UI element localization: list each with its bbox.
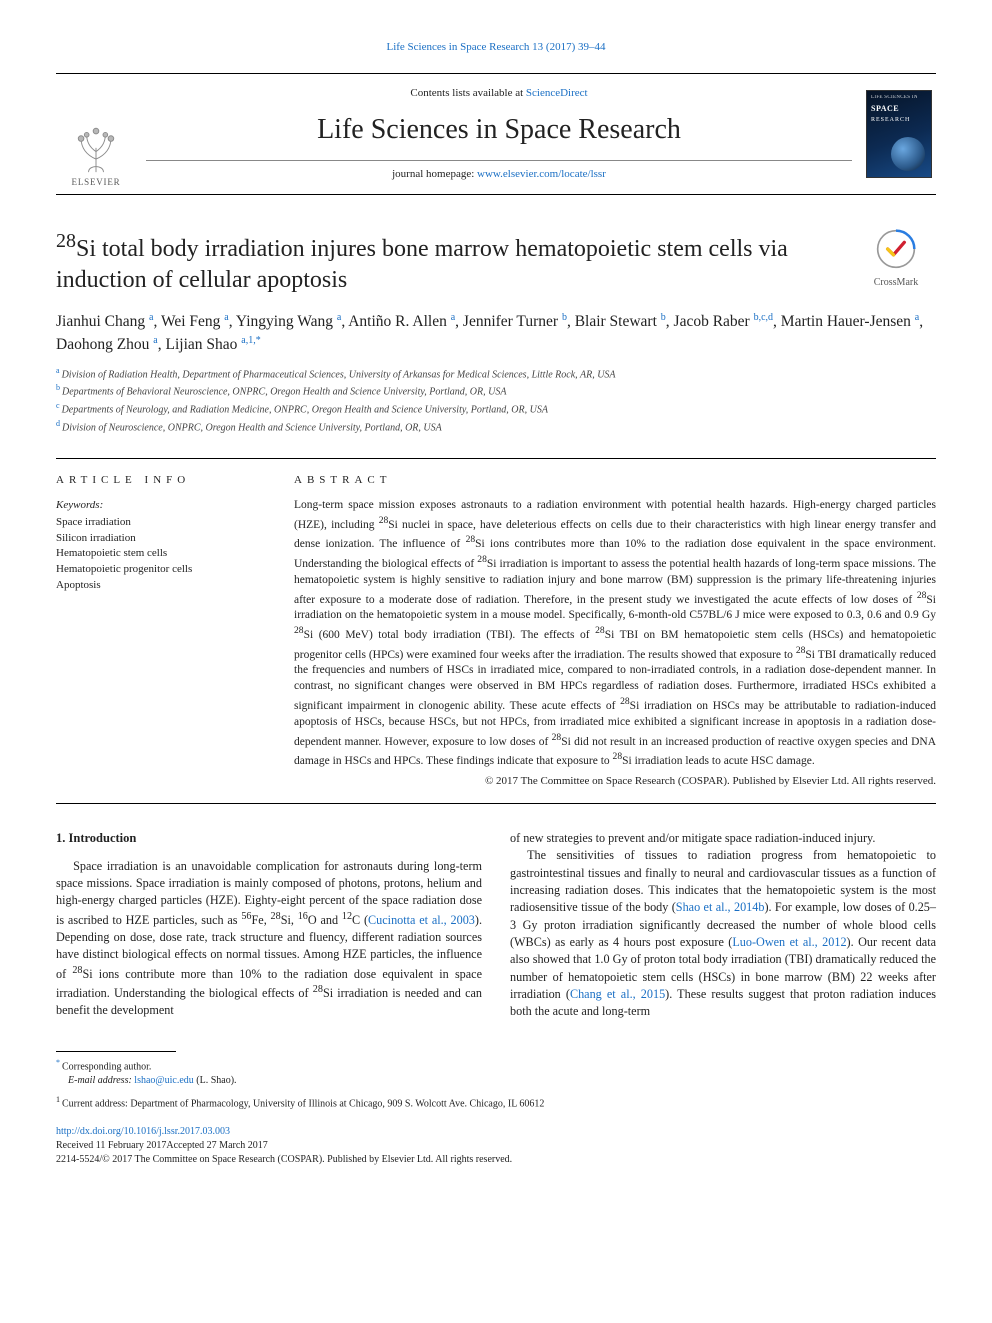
keyword: Space irradiation [56,515,266,531]
affiliation: bDepartments of Behavioral Neuroscience,… [56,382,936,400]
corr-email-link[interactable]: lshao@uic.edu [134,1075,193,1086]
note1-label: 1 [56,1095,60,1104]
doi-link[interactable]: http://dx.doi.org/10.1016/j.lssr.2017.03… [56,1126,230,1137]
corr-symbol: * [56,1058,60,1067]
contents-prefix: Contents lists available at [410,87,525,99]
section-1-heading: 1. Introduction [56,830,482,848]
body-para-1: Space irradiation is an unavoidable comp… [56,858,482,1020]
masthead-inner-rule [146,160,852,161]
author-list: Jianhui Chang a, Wei Feng a, Yingying Wa… [56,310,936,357]
paper-title: 28Si total body irradiation injures bone… [56,229,856,295]
masthead: ELSEVIER Contents lists available at Sci… [56,80,936,188]
author: Blair Stewart b [575,313,666,330]
received-accepted: Received 11 February 2017Accepted 27 Mar… [56,1139,936,1153]
abstract-column: abstract Long-term space mission exposes… [294,473,936,789]
affiliation: cDepartments of Neurology, and Radiation… [56,400,936,418]
note1-text: Current address: Department of Pharmacol… [62,1098,544,1109]
info-abstract-row: article info Keywords: Space irradiation… [56,458,936,804]
cover-line1: LIFE SCIENCES IN [871,95,927,102]
current-address-note: 1Current address: Department of Pharmaco… [56,1094,936,1111]
author: Daohong Zhou a [56,336,158,353]
cover-line2: SPACE [871,104,927,115]
cover-line3: RESEARCH [871,116,927,124]
abstract-copyright: © 2017 The Committee on Space Research (… [294,774,936,789]
contents-list-line: Contents lists available at ScienceDirec… [146,86,852,101]
running-head: Life Sciences in Space Research 13 (2017… [56,40,936,55]
email-paren: (L. Shao). [196,1075,236,1086]
author: Martin Hauer-Jensen a [781,313,919,330]
body-para-3: The sensitivities of tissues to radiatio… [510,847,936,1020]
homepage-prefix: journal homepage: [392,168,477,180]
body-para-2: of new strategies to prevent and/or miti… [510,830,936,847]
journal-homepage-link[interactable]: www.elsevier.com/locate/lssr [477,168,606,180]
journal-title: Life Sciences in Space Research [146,111,852,149]
footer-block: http://dx.doi.org/10.1016/j.lssr.2017.03… [56,1125,936,1167]
keywords-label: Keywords: [56,498,266,513]
affiliation: aDivision of Radiation Health, Departmen… [56,365,936,383]
author: Wei Feng a [161,313,229,330]
keyword: Hematopoietic progenitor cells [56,562,266,578]
publisher-logo: ELSEVIER [56,80,136,188]
keyword: Hematopoietic stem cells [56,546,266,562]
publisher-name: ELSEVIER [72,176,121,188]
article-info-heading: article info [56,473,266,488]
footnotes: *Corresponding author. E-mail address: l… [56,1051,936,1112]
sciencedirect-link[interactable]: ScienceDirect [526,87,588,99]
email-note: E-mail address: lshao@uic.edu (L. Shao). [68,1074,936,1088]
author: Lijian Shao a,1,* [166,336,261,353]
running-head-link[interactable]: Life Sciences in Space Research 13 (2017… [386,41,605,53]
email-label: E-mail address: [68,1075,132,1086]
affiliation: dDivision of Neuroscience, ONPRC, Oregon… [56,418,936,436]
citation-link[interactable]: Luo-Owen et al., 2012 [732,935,846,949]
keyword: Apoptosis [56,578,266,594]
keywords-list: Space irradiationSilicon irradiationHema… [56,515,266,595]
issn-copyright: 2214-5524/© 2017 The Committee on Space … [56,1153,936,1167]
author: Jacob Raber b,c,d [674,313,774,330]
affiliation-list: aDivision of Radiation Health, Departmen… [56,365,936,436]
journal-homepage-line: journal homepage: www.elsevier.com/locat… [146,167,852,182]
corr-text: Corresponding author. [62,1061,151,1072]
masthead-center: Contents lists available at ScienceDirec… [136,80,862,188]
elsevier-tree-icon: ELSEVIER [64,110,128,188]
corresponding-author-note: *Corresponding author. [56,1057,936,1074]
masthead-rule-bottom [56,194,936,195]
article-info: article info Keywords: Space irradiation… [56,473,266,789]
author: Yingying Wang a [236,313,341,330]
citation-link[interactable]: Shao et al., 2014b [676,900,765,914]
journal-cover-thumbnail: LIFE SCIENCES IN SPACE RESEARCH [866,90,932,178]
footnote-rule [56,1051,176,1052]
crossmark-label: CrossMark [856,276,936,290]
abstract-text: Long-term space mission exposes astronau… [294,498,936,770]
citation-link[interactable]: Cucinotta et al., 2003 [368,913,475,927]
masthead-rule-top [56,73,936,74]
crossmark-badge[interactable]: CrossMark [856,229,936,289]
journal-cover: LIFE SCIENCES IN SPACE RESEARCH [862,80,936,188]
cover-planet-icon [891,137,925,171]
abstract-heading: abstract [294,473,936,488]
title-block: 28Si total body irradiation injures bone… [56,229,936,295]
author: Jianhui Chang a [56,313,153,330]
body-columns: 1. Introduction Space irradiation is an … [56,830,936,1021]
citation-link[interactable]: Chang et al., 2015 [570,987,665,1001]
crossmark-icon [876,229,916,269]
author: Jennifer Turner b [463,313,567,330]
author: Antiño R. Allen a [348,313,455,330]
keyword: Silicon irradiation [56,531,266,547]
